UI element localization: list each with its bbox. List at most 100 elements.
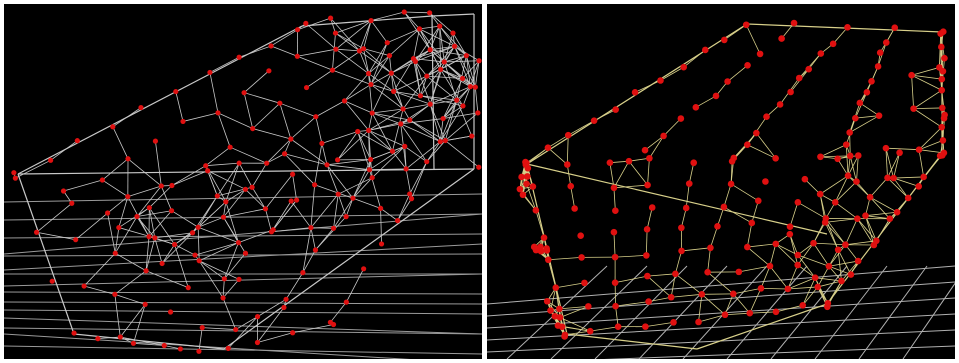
lattice-edge (359, 50, 369, 74)
lattice-node (390, 88, 397, 95)
lattice-edge (439, 99, 458, 142)
lattice-node (167, 309, 174, 315)
lattice-node (822, 215, 830, 222)
lattice-node (875, 112, 883, 119)
lattice-edge (804, 178, 821, 195)
lattice-node (714, 223, 721, 230)
lattice-edge (634, 80, 661, 93)
lattice-edge (238, 45, 272, 58)
lattice-node (365, 70, 372, 77)
lattice-edge (918, 149, 925, 178)
lattice-node (672, 270, 679, 278)
lattice-edge (797, 254, 830, 267)
lattice-node (641, 146, 649, 154)
lattice-node (564, 161, 571, 168)
lattice-edge (649, 135, 664, 159)
lattice-edge (789, 234, 799, 256)
lattice-edge (769, 265, 789, 290)
lattice-node (660, 132, 667, 140)
right-wireframe-render (487, 19, 955, 359)
lattice-edge (17, 173, 75, 335)
lattice-node (556, 305, 563, 313)
lattice-node (547, 307, 554, 314)
lattice-edge (36, 202, 73, 233)
lattice-edge (698, 294, 703, 323)
lattice-node (343, 299, 349, 305)
lattice-edge (171, 165, 206, 186)
lattice-edge (526, 147, 549, 164)
lattice-edge (671, 293, 702, 298)
lattice-node (763, 113, 770, 121)
lattice-edge (389, 55, 392, 74)
lattice-node (854, 152, 862, 159)
lattice-node (266, 68, 272, 74)
lattice-node (896, 149, 903, 157)
lattice-node (71, 330, 77, 336)
lattice-node (677, 115, 685, 122)
lattice-node (270, 227, 276, 233)
lattice-edge (252, 128, 291, 140)
lattice-edge (368, 42, 388, 74)
lattice-edge (411, 161, 428, 199)
lattice-node (817, 153, 824, 161)
lattice-node (853, 178, 860, 185)
lattice-edge (685, 183, 690, 209)
lattice-edge (724, 293, 734, 315)
lattice-edge (828, 265, 852, 275)
lattice-node (225, 345, 231, 351)
lattice-edge (145, 270, 189, 289)
lattice-node (590, 117, 598, 124)
lattice-edge (73, 333, 225, 350)
lattice-edge (869, 177, 888, 198)
lattice-node (756, 50, 764, 58)
lattice-edge (400, 123, 428, 162)
lattice-edge (404, 146, 407, 169)
lattice-node (262, 206, 269, 212)
lattice-edge (333, 194, 339, 229)
lattice-edge (443, 112, 478, 119)
lattice-node (450, 30, 456, 36)
lattice-edge (911, 74, 942, 91)
lattice-node (625, 157, 633, 165)
lattice-edge (174, 244, 189, 288)
lattice-edge (404, 11, 430, 14)
lattice-edge (430, 99, 457, 105)
lattice-edge (223, 201, 227, 218)
lattice-node (518, 173, 525, 181)
floor-grid-line (4, 333, 411, 359)
lattice-node (355, 128, 361, 135)
lattice-edge (730, 161, 733, 184)
lattice-node (908, 71, 915, 79)
lattice-edge (644, 135, 664, 151)
lattice-edge (760, 287, 788, 290)
lattice-node (551, 312, 559, 320)
lattice-node (290, 171, 296, 177)
lattice-node (904, 194, 912, 202)
lattice-node (556, 314, 564, 321)
lattice-edge (444, 60, 480, 63)
lattice-edge (526, 163, 828, 235)
lattice-node (220, 214, 227, 220)
lattice-edge (439, 105, 464, 142)
lattice-edge (335, 48, 360, 52)
lattice-edge (749, 311, 776, 314)
floor-grid-line (4, 243, 482, 271)
lattice-edge (326, 164, 339, 195)
lattice-edge (859, 102, 880, 117)
lattice-node (847, 271, 855, 278)
lattice-edge (321, 143, 328, 165)
floor-grid-line (770, 265, 848, 359)
lattice-edge (439, 26, 445, 62)
right-wireframe-panel (487, 4, 955, 359)
lattice-edge (893, 152, 900, 179)
lattice-edge (251, 163, 268, 188)
lattice-node (532, 207, 540, 214)
floor-grid-line (594, 265, 688, 359)
lattice-edge (615, 255, 647, 258)
floor-grid-line (4, 309, 482, 315)
lattice-edge (919, 149, 944, 154)
lattice-node (369, 110, 375, 116)
lattice-node (168, 208, 175, 214)
floor-grid-line (4, 291, 482, 295)
lattice-node (611, 253, 619, 261)
